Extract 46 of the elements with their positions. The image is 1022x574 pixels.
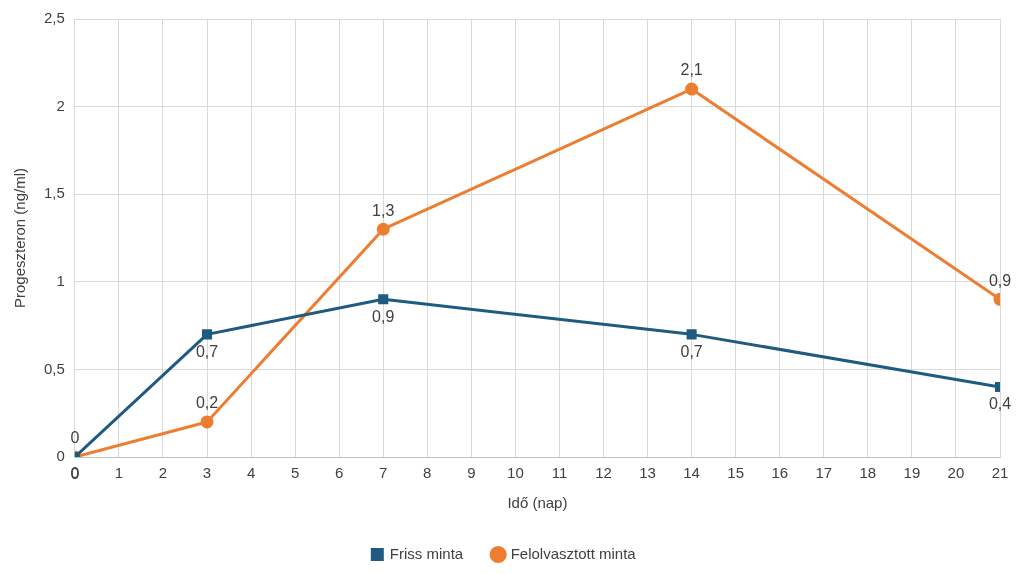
x-tick-label: 12 — [595, 464, 612, 482]
x-tick-label: 8 — [423, 464, 432, 482]
x-tick-label: 9 — [467, 464, 476, 482]
data-label: 0,9 — [372, 307, 395, 325]
data-label: 0,7 — [195, 342, 219, 360]
data-label: 0,7 — [680, 342, 703, 360]
x-tick-label: 13 — [639, 464, 656, 482]
x-tick-label: 19 — [903, 464, 921, 482]
x-tick-label: 15 — [727, 464, 745, 482]
x-tick-label: 7 — [379, 464, 388, 482]
y-axis-title: Progeszteron (ng/ml) — [11, 167, 29, 309]
data-label: 0,4 — [988, 395, 1012, 413]
x-tick-label: 4 — [246, 464, 256, 482]
x-tick-label: 14 — [683, 464, 700, 482]
y-tick-label: 1,5 — [43, 184, 65, 202]
x-tick-label: 20 — [947, 464, 965, 482]
legend-label: Friss minta — [389, 544, 464, 562]
x-tick-label: 10 — [507, 464, 524, 482]
point — [685, 82, 699, 96]
y-tick-label: 1 — [56, 271, 65, 289]
x-tick-label: 17 — [815, 464, 833, 482]
y-tick-label: 2 — [56, 96, 65, 114]
x-tick-label: 18 — [859, 464, 877, 482]
data-label: 2,1 — [680, 61, 703, 79]
x-axis-title: Idő (nap) — [507, 494, 568, 512]
x-tick-label: 11 — [551, 464, 568, 482]
point — [201, 329, 213, 340]
x-tick-label: 5 — [290, 464, 300, 482]
data-label: 1,3 — [372, 201, 395, 219]
y-tick-label: 0 — [56, 447, 65, 465]
x-tick-label: 21 — [991, 464, 1009, 482]
y-tick-label: 0,5 — [43, 359, 65, 377]
point — [686, 329, 697, 340]
point — [376, 222, 390, 236]
legend-label: Felolvasztott minta — [510, 544, 637, 562]
data-label: 0,9 — [988, 271, 1012, 289]
x-tick-label: 1 — [114, 464, 124, 482]
point — [378, 294, 389, 305]
x-tick-label: 16 — [771, 464, 789, 482]
data-label: 0,2 — [195, 394, 219, 412]
x-tick-label: 3 — [202, 464, 212, 482]
point — [200, 415, 214, 429]
x-tick-label: 6 — [335, 464, 344, 482]
data-label: 0 — [70, 429, 80, 447]
x-tick-label: 2 — [158, 464, 168, 482]
y-tick-label: 2,5 — [43, 9, 65, 27]
